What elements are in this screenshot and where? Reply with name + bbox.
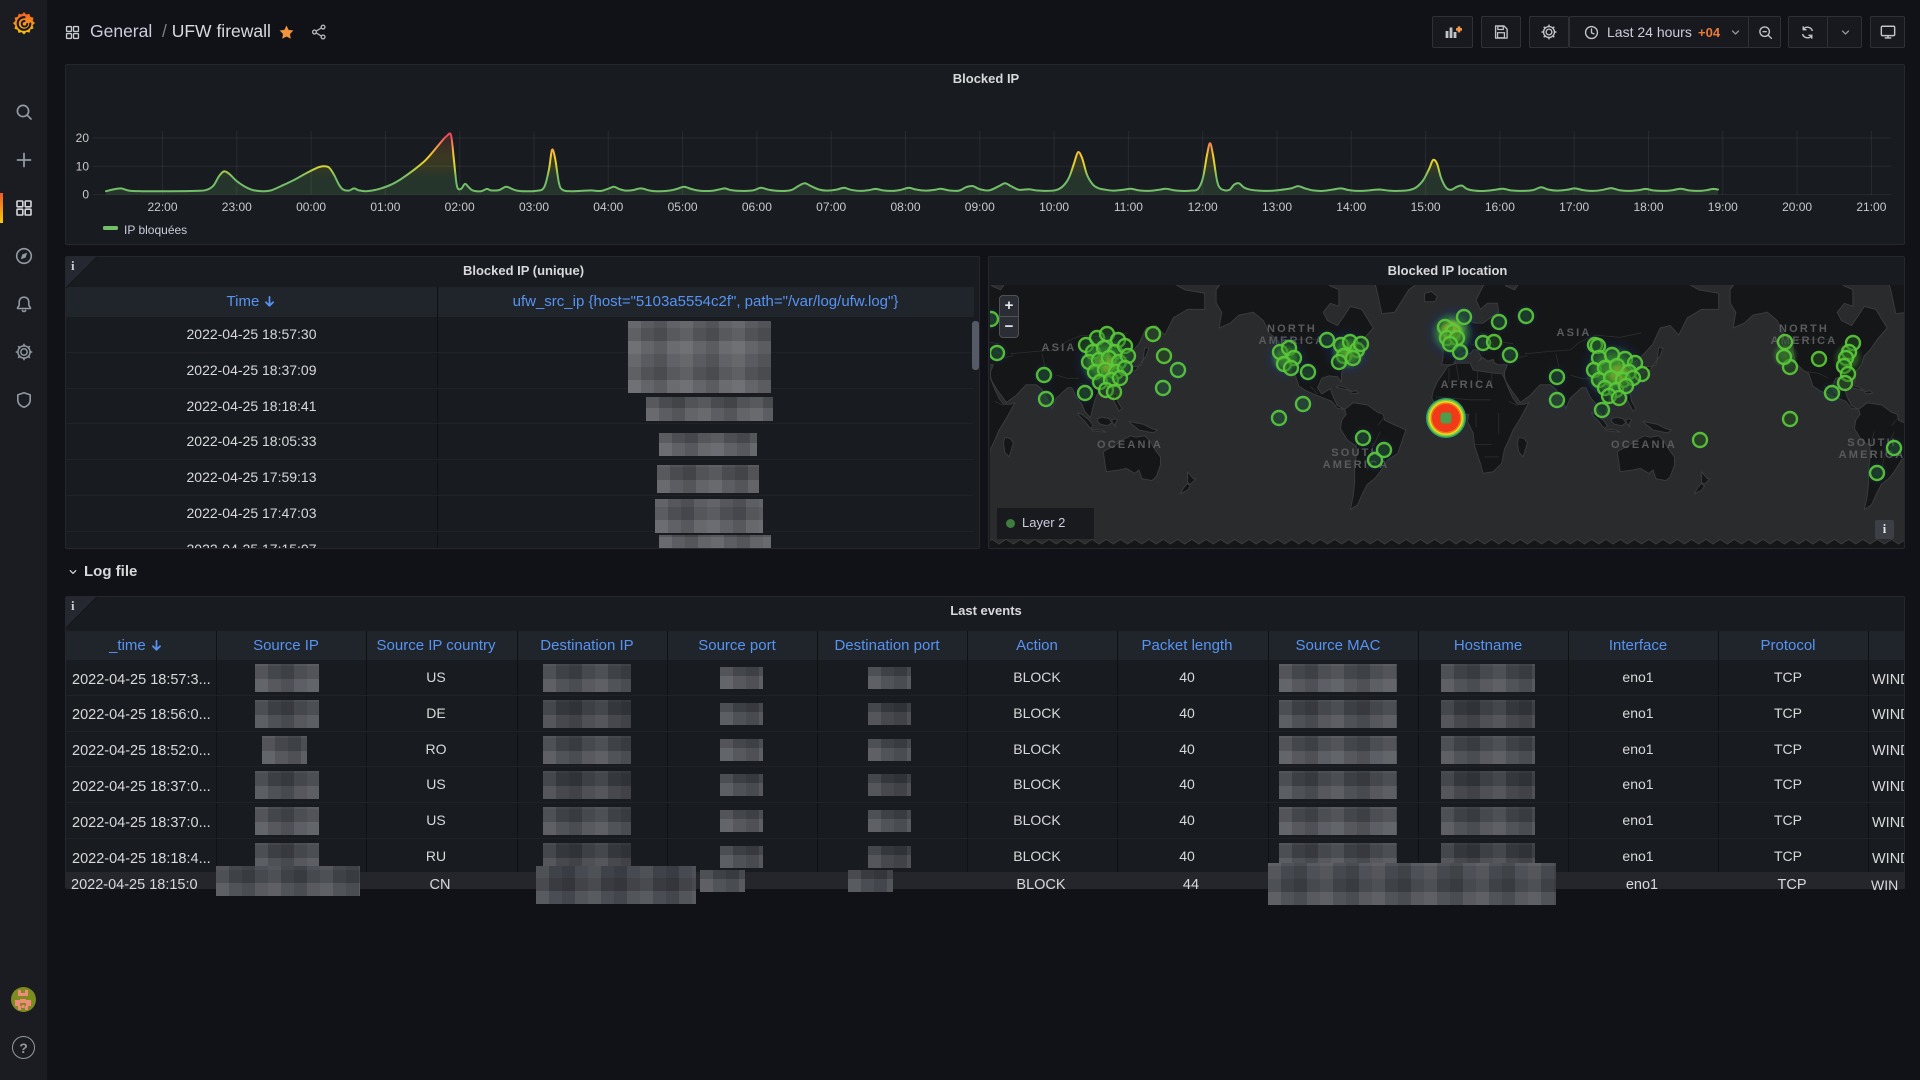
- svg-text:23:00: 23:00: [222, 200, 252, 214]
- svg-text:20:00: 20:00: [1782, 200, 1812, 214]
- svg-text:IP bloquées: IP bloquées: [124, 223, 187, 237]
- svg-text:16:00: 16:00: [1485, 200, 1515, 214]
- svg-text:06:00: 06:00: [742, 200, 772, 214]
- svg-text:02:00: 02:00: [445, 200, 475, 214]
- svg-text:22:00: 22:00: [147, 200, 177, 214]
- svg-text:14:00: 14:00: [1336, 200, 1366, 214]
- svg-text:OCEANIA: OCEANIA: [1611, 439, 1677, 451]
- svg-text:0: 0: [82, 188, 89, 202]
- svg-text:09:00: 09:00: [965, 200, 995, 214]
- svg-text:13:00: 13:00: [1262, 200, 1292, 214]
- svg-text:17:00: 17:00: [1559, 200, 1589, 214]
- svg-text:i: i: [71, 258, 75, 273]
- svg-text:18:00: 18:00: [1633, 200, 1663, 214]
- svg-text:NORTH: NORTH: [1779, 323, 1829, 335]
- svg-text:AFRICA: AFRICA: [1441, 379, 1496, 391]
- svg-text:21:00: 21:00: [1856, 200, 1886, 214]
- svg-text:OCEANIA: OCEANIA: [1097, 439, 1163, 451]
- svg-text:01:00: 01:00: [370, 200, 400, 214]
- svg-text:08:00: 08:00: [890, 200, 920, 214]
- svg-text:15:00: 15:00: [1411, 200, 1441, 214]
- svg-text:ASIA: ASIA: [1556, 327, 1591, 339]
- svg-text:11:00: 11:00: [1114, 200, 1143, 214]
- svg-text:04:00: 04:00: [593, 200, 623, 214]
- svg-text:19:00: 19:00: [1708, 200, 1738, 214]
- svg-text:10:00: 10:00: [1039, 200, 1069, 214]
- svg-text:00:00: 00:00: [296, 200, 326, 214]
- svg-text:05:00: 05:00: [668, 200, 698, 214]
- svg-text:NORTH: NORTH: [1267, 323, 1317, 335]
- svg-text:07:00: 07:00: [816, 200, 846, 214]
- svg-text:12:00: 12:00: [1188, 200, 1218, 214]
- svg-text:ASIA: ASIA: [1041, 342, 1076, 354]
- svg-text:i: i: [71, 598, 75, 613]
- svg-text:20: 20: [76, 131, 90, 145]
- svg-text:03:00: 03:00: [519, 200, 549, 214]
- svg-text:10: 10: [76, 159, 90, 173]
